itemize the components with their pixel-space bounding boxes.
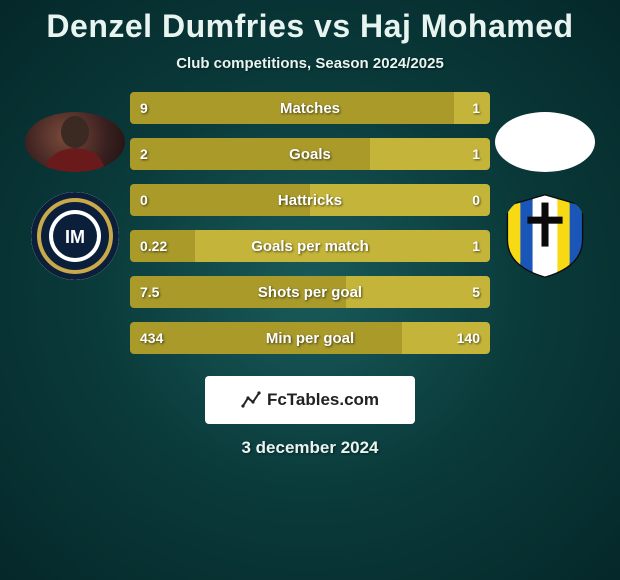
svg-text:IM: IM xyxy=(65,227,85,247)
stat-bar-left xyxy=(130,138,370,170)
chart-icon xyxy=(241,390,261,410)
player-right-placeholder-icon xyxy=(495,112,595,172)
comparison-date: 3 december 2024 xyxy=(0,438,620,458)
stat-bar-left xyxy=(130,92,454,124)
club-right-logo xyxy=(501,192,589,280)
stat-row: Matches91 xyxy=(130,92,490,124)
comparison-subtitle: Club competitions, Season 2024/2025 xyxy=(0,55,620,72)
stat-row: Goals per match0.221 xyxy=(130,230,490,262)
stat-bar-right xyxy=(346,276,490,308)
stat-bar-left xyxy=(130,184,310,216)
parma-logo-icon xyxy=(501,192,589,280)
stat-bar-right xyxy=(370,138,490,170)
stat-bar-track xyxy=(130,276,490,308)
inter-logo-icon: IM xyxy=(31,192,119,280)
player-left-avatar xyxy=(25,112,125,172)
stat-row: Hattricks00 xyxy=(130,184,490,216)
stat-bar-left xyxy=(130,230,195,262)
comparison-main: IM Matches91 Goals21 Hattricks00 Goals per … xyxy=(0,92,620,354)
stat-row: Shots per goal7.55 xyxy=(130,276,490,308)
stat-bar-right xyxy=(310,184,490,216)
club-left-logo: IM xyxy=(31,192,119,280)
stat-bar-track xyxy=(130,230,490,262)
stat-bar-track xyxy=(130,322,490,354)
fctables-brand: FcTables.com xyxy=(205,376,415,424)
stat-bar-track xyxy=(130,184,490,216)
comparison-title: Denzel Dumfries vs Haj Mohamed xyxy=(0,0,620,45)
stat-bars: Matches91 Goals21 Hattricks00 Goals per mat… xyxy=(130,92,490,354)
stat-bar-left xyxy=(130,276,346,308)
player-left-silhouette-icon xyxy=(25,112,125,172)
left-side: IM xyxy=(20,92,130,280)
stat-row: Min per goal434140 xyxy=(130,322,490,354)
stat-bar-track xyxy=(130,138,490,170)
stat-bar-right xyxy=(195,230,490,262)
brand-text: FcTables.com xyxy=(267,390,379,410)
right-side xyxy=(490,92,600,280)
stat-bar-left xyxy=(130,322,402,354)
stat-bar-right xyxy=(454,92,490,124)
stat-bar-right xyxy=(402,322,490,354)
player-right-avatar xyxy=(495,112,595,172)
stat-row: Goals21 xyxy=(130,138,490,170)
stat-bar-track xyxy=(130,92,490,124)
